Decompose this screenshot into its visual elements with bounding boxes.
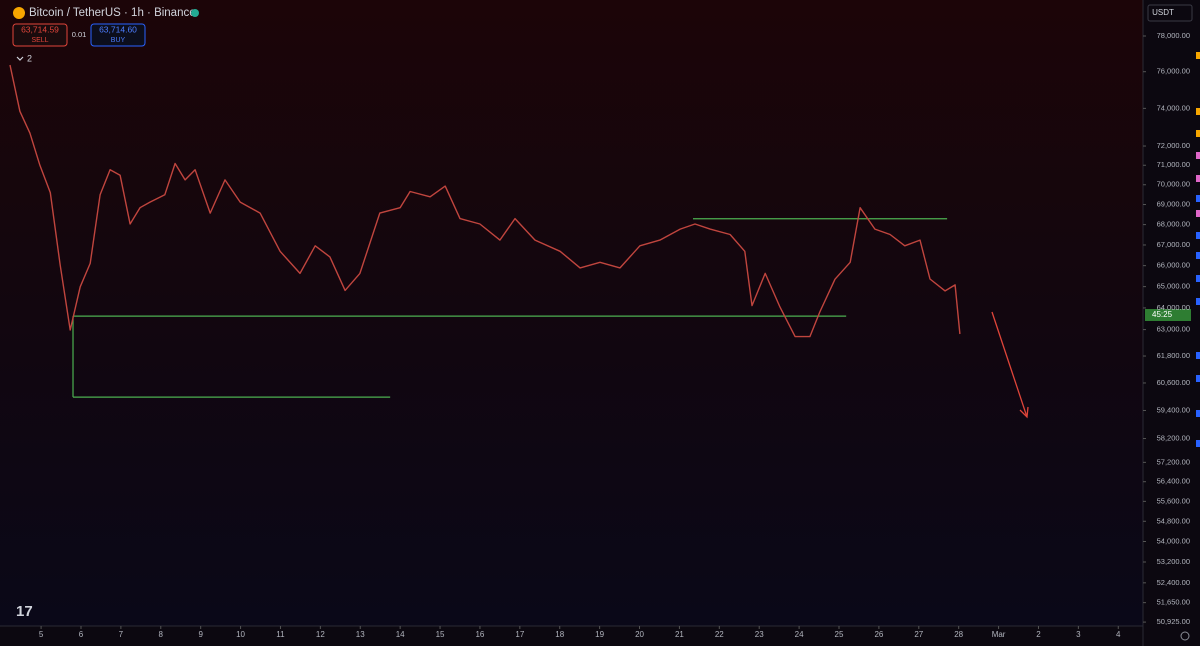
- x-tick-label: 19: [595, 630, 604, 639]
- y-tick-label: 70,000.00: [1157, 180, 1190, 189]
- x-tick-label: 18: [555, 630, 564, 639]
- y-tick-label: 55,600.00: [1157, 496, 1190, 505]
- x-tick-label: 10: [236, 630, 245, 639]
- y-tick-label: 69,000.00: [1157, 200, 1190, 209]
- x-tick-label: 12: [316, 630, 325, 639]
- y-tick-label: 59,400.00: [1157, 405, 1190, 414]
- x-tick-label: 27: [914, 630, 923, 639]
- side-markers: [1196, 52, 1200, 447]
- spread: 0.01: [72, 30, 87, 39]
- y-tick-label: 64,000.00: [1157, 303, 1190, 312]
- currency-button[interactable]: [1147, 4, 1193, 22]
- y-tick-label: 66,000.00: [1157, 261, 1190, 270]
- y-tick-label: 63,000.00: [1157, 325, 1190, 334]
- plot-background: [0, 0, 1143, 626]
- y-tick-label: 54,000.00: [1157, 536, 1190, 545]
- indicator-count: 2: [27, 53, 32, 63]
- y-tick-label: 54,800.00: [1157, 516, 1190, 525]
- y-tick-label: 52,400.00: [1157, 578, 1190, 587]
- sell-label: SELL: [31, 37, 48, 44]
- y-tick-label: 60,600.00: [1157, 378, 1190, 387]
- y-tick-label: 72,000.00: [1157, 141, 1190, 150]
- y-tick-label: 78,000.00: [1157, 31, 1190, 40]
- y-tick-label: 67,000.00: [1157, 240, 1190, 249]
- x-tick-label: 26: [874, 630, 883, 639]
- symbol-title: Bitcoin / TetherUS · 1h · Binance: [29, 7, 196, 19]
- arrow-head: [1019, 406, 1029, 419]
- symbol-icon: [13, 7, 25, 19]
- y-tick-label: 68,000.00: [1157, 220, 1190, 229]
- buy-button[interactable]: [90, 23, 146, 47]
- settings-icon[interactable]: [1180, 631, 1190, 641]
- y-tick-label: 57,200.00: [1157, 457, 1190, 466]
- x-tick-label: 21: [675, 630, 684, 639]
- x-tick-label: 11: [276, 630, 285, 639]
- y-tick-label: 58,200.00: [1157, 434, 1190, 443]
- currency: USDT: [1152, 8, 1174, 17]
- buy-price: 63,714.60: [99, 24, 137, 34]
- price-line: [9, 64, 961, 338]
- plot-area: [9, 64, 961, 398]
- x-tick-label: 2: [1036, 630, 1041, 639]
- sell-price: 63,714.59: [21, 24, 59, 34]
- x-tick-label: 9: [198, 630, 203, 639]
- y-tick-label: 76,000.00: [1157, 67, 1190, 76]
- y-tick-label: 65,000.00: [1157, 282, 1190, 291]
- x-tick-label: Mar: [992, 630, 1006, 639]
- y-tick-label: 74,000.00: [1157, 103, 1190, 112]
- y-tick-label: 53,200.00: [1157, 557, 1190, 566]
- time-axis-panel: [0, 626, 1143, 646]
- y-tick-label: 61,800.00: [1157, 351, 1190, 360]
- y-tick-label: 50,925.00: [1157, 617, 1190, 626]
- x-tick-label: 17: [515, 630, 524, 639]
- x-tick-label: 28: [954, 630, 963, 639]
- x-tick-label: 20: [635, 630, 644, 639]
- y-tick-label: 56,400.00: [1157, 477, 1190, 486]
- collapse-icon[interactable]: [16, 56, 24, 61]
- x-tick-label: 13: [356, 630, 365, 639]
- x-tick-label: 7: [119, 630, 124, 639]
- y-tick-label: 51,650.00: [1157, 598, 1190, 607]
- x-tick-label: 3: [1076, 630, 1081, 639]
- x-tick-label: 24: [795, 630, 804, 639]
- sell-button[interactable]: [12, 23, 68, 47]
- x-tick-label: 8: [159, 630, 164, 639]
- y-tick-label: 71,000.00: [1157, 160, 1190, 169]
- buy-label: BUY: [111, 37, 126, 44]
- countdown-box: [1145, 309, 1191, 321]
- market-status: [191, 9, 199, 17]
- price-axis-panel: [1143, 0, 1200, 646]
- countdown: 45:25: [1152, 310, 1173, 319]
- x-tick-label: 15: [436, 630, 445, 639]
- x-tick-label: 23: [755, 630, 764, 639]
- x-tick-label: 6: [79, 630, 84, 639]
- x-tick-label: 5: [39, 630, 44, 639]
- arrow-drawing: [991, 311, 1028, 418]
- x-tick-label: 22: [715, 630, 724, 639]
- x-tick-label: 25: [835, 630, 844, 639]
- x-tick-label: 16: [475, 630, 484, 639]
- x-tick-label: 14: [396, 630, 405, 639]
- logo: 17: [16, 603, 33, 620]
- x-tick-label: 4: [1116, 630, 1121, 639]
